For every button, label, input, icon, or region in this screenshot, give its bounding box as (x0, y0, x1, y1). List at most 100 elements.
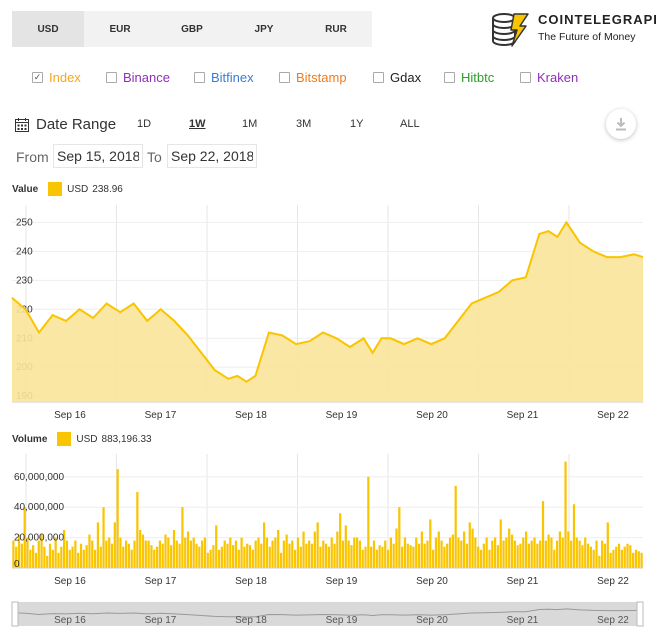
volume-bar (471, 528, 474, 568)
volume-bar (130, 549, 133, 568)
date-range-selector: Date Range 1D 1W 1M 3M 1Y ALL (15, 115, 645, 137)
source-index[interactable]: ✓ Index (32, 70, 81, 85)
volume-bar (409, 545, 412, 568)
volume-bar (155, 546, 159, 568)
checkbox-icon[interactable] (194, 72, 205, 83)
checkbox-checked-icon[interactable]: ✓ (32, 72, 43, 83)
volume-bar (217, 549, 221, 568)
legend-value: 883,196.33 (101, 433, 152, 445)
range-3m-button[interactable]: 3M (296, 118, 312, 130)
volume-bar (263, 522, 266, 568)
source-kraken[interactable]: Kraken (520, 70, 578, 85)
from-date-input[interactable] (53, 144, 143, 168)
tab-rur[interactable]: RUR (325, 23, 347, 35)
volume-bar (119, 537, 122, 568)
volume-bar (581, 545, 584, 568)
volume-bar (108, 537, 111, 568)
volume-bar (595, 540, 598, 568)
y-tick-label: 0 (14, 559, 20, 570)
navigator-handle-right (636, 601, 644, 627)
source-bitstamp[interactable]: Bitstamp (279, 70, 347, 85)
x-tick-label: Sep 18 (235, 576, 267, 587)
volume-bar (432, 549, 435, 568)
source-hitbtc[interactable]: Hitbtc (444, 70, 494, 85)
volume-bar (139, 530, 142, 568)
range-all-button[interactable]: ALL (400, 118, 420, 130)
brand-logo[interactable]: COINTELEGRAPH The Future of Money (488, 10, 656, 50)
volume-bar (26, 537, 29, 568)
volume-bar (510, 534, 514, 568)
navigator-tick-label: Sep 17 (145, 615, 177, 626)
volume-bar (555, 540, 559, 568)
volume-bar (186, 531, 190, 568)
volume-bar (268, 546, 271, 568)
volume-bar (226, 543, 229, 568)
volume-bar (116, 469, 119, 568)
volume-bar (294, 549, 297, 568)
checkbox-icon[interactable] (106, 72, 117, 83)
volume-bar (468, 522, 471, 568)
y-tick-label: 230 (16, 275, 33, 286)
volume-bar (482, 543, 485, 568)
checkbox-icon[interactable] (279, 72, 290, 83)
volume-bar (615, 546, 618, 568)
volume-bar (361, 549, 364, 568)
volume-bar (463, 531, 466, 568)
volume-bar (474, 537, 477, 568)
range-1y-button[interactable]: 1Y (350, 118, 364, 130)
volume-bar (40, 534, 43, 568)
volume-bar (167, 537, 170, 568)
volume-bar (491, 540, 494, 568)
source-binance[interactable]: Binance (106, 70, 170, 85)
download-button[interactable] (606, 109, 636, 139)
volume-bar (527, 543, 531, 568)
volume-bar (601, 540, 604, 568)
volume-bar (544, 540, 547, 568)
range-1w-button[interactable]: 1W (189, 118, 206, 130)
volume-bar (88, 534, 91, 568)
volume-bar (79, 543, 83, 568)
to-date-input[interactable] (167, 144, 257, 168)
checkbox-icon[interactable] (373, 72, 384, 83)
tab-jpy[interactable]: JPY (254, 23, 274, 35)
volume-bar (423, 543, 426, 568)
volume-bar (589, 546, 592, 568)
range-navigator[interactable]: Sep 16 Sep 17 Sep 18 Sep 19 Sep 20 Sep 21 Sep … (0, 600, 656, 638)
navigator-track (12, 602, 643, 626)
range-1d-button[interactable]: 1D (137, 118, 152, 130)
volume-bar (415, 537, 418, 568)
volume-bar (336, 531, 339, 568)
checkbox-icon[interactable] (520, 72, 531, 83)
volume-bar (586, 543, 590, 568)
checkbox-icon[interactable] (444, 72, 455, 83)
x-tick-label: Sep 16 (54, 410, 86, 421)
volume-bar (288, 543, 291, 568)
volume-bar (229, 537, 232, 568)
tab-usd[interactable]: USD (12, 11, 84, 47)
range-1m-button[interactable]: 1M (242, 118, 258, 130)
volume-bar (85, 545, 88, 568)
volume-chart[interactable]: 0 20,000,000 40,000,000 60,000,000 Sep 16 Sep… (0, 448, 656, 588)
tab-eur[interactable]: EUR (109, 23, 131, 35)
volume-bar (457, 537, 460, 568)
volume-bar (637, 551, 640, 568)
brand-name: COINTELEGRAPH (538, 12, 656, 27)
volume-bar (350, 545, 353, 568)
source-bitfinex[interactable]: Bitfinex (194, 70, 254, 85)
x-tick-label: Sep 22 (597, 410, 629, 421)
volume-bar (623, 546, 626, 568)
volume-bar (324, 543, 328, 568)
volume-bar (260, 543, 263, 568)
volume-bar (508, 528, 511, 568)
legend-swatch (57, 432, 72, 446)
download-icon (616, 118, 626, 131)
to-label: To (147, 149, 162, 165)
volume-bar (246, 543, 249, 568)
volume-bar (603, 543, 607, 568)
source-gdax[interactable]: Gdax (373, 70, 421, 85)
volume-bar (99, 546, 102, 568)
tab-gbp[interactable]: GBP (181, 23, 203, 35)
volume-bar (60, 546, 63, 568)
volume-bar (223, 540, 226, 568)
